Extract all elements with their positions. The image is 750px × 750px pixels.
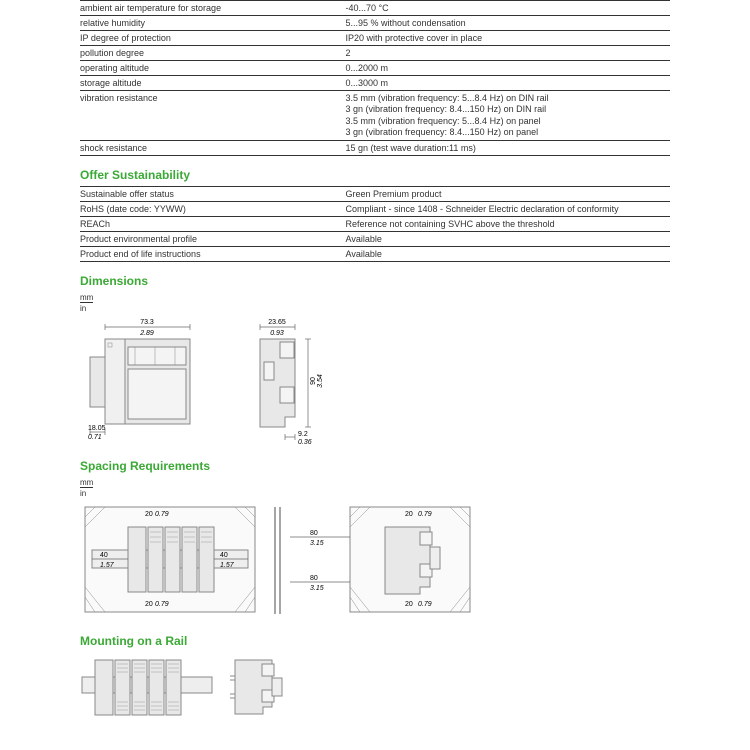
mounting-diagram <box>80 652 670 722</box>
enclosure-front-icon: 40 1.57 40 1.57 20 0.79 20 0.79 <box>85 507 255 612</box>
table-row: ambient air temperature for storage-40..… <box>80 1 670 16</box>
step-mm: 9.2 <box>298 431 308 438</box>
table-row: pollution degree2 <box>80 46 670 61</box>
sp-left-in: 1.57 <box>100 562 115 569</box>
row-label: ambient air temperature for storage <box>80 1 346 16</box>
lat-in1: 3.15 <box>310 540 324 547</box>
table-row: IP degree of protectionIP20 with protect… <box>80 31 670 46</box>
table-row: Product end of life instructionsAvailabl… <box>80 247 670 262</box>
dim-width-in: 2.89 <box>139 330 154 337</box>
lat-in2: 3.15 <box>310 585 324 592</box>
sp-bot-in: 0.79 <box>155 601 169 608</box>
svg-text:20: 20 <box>405 601 413 608</box>
front-view-icon: 73.3 2.89 18.05 0.71 <box>88 319 190 441</box>
side-view-icon: 23.65 0.93 90 3.54 9.2 0.36 <box>260 319 324 446</box>
unit-in2: in <box>80 490 86 498</box>
sp-bot-mm: 20 <box>145 601 153 608</box>
row-value: 0...2000 m <box>346 61 671 76</box>
row-value: 15 gn (test wave duration:11 ms) <box>346 141 671 156</box>
row-label: Product end of life instructions <box>80 247 346 262</box>
table-row: shock resistance15 gn (test wave duratio… <box>80 141 670 156</box>
row-label: RoHS (date code: YYWW) <box>80 202 346 217</box>
table-row: Product environmental profileAvailable <box>80 232 670 247</box>
dimensions-title: Dimensions <box>80 274 670 288</box>
mounting-side-icon <box>230 660 282 714</box>
sp-right-in: 1.57 <box>220 562 235 569</box>
row-value: 2 <box>346 46 671 61</box>
row-value: IP20 with protective cover in place <box>346 31 671 46</box>
row-label: pollution degree <box>80 46 346 61</box>
row-value: 3.5 mm (vibration frequency: 5...8.4 Hz)… <box>346 91 671 141</box>
svg-text:20: 20 <box>405 511 413 518</box>
row-value: Available <box>346 247 671 262</box>
row-value: Available <box>346 232 671 247</box>
row-value: -40...70 °C <box>346 1 671 16</box>
sp-right-mm: 40 <box>220 552 228 559</box>
row-label: Sustainable offer status <box>80 187 346 202</box>
table-row: storage altitude0...3000 m <box>80 76 670 91</box>
svg-text:0.79: 0.79 <box>418 601 432 608</box>
unit-mm2: mm <box>80 479 93 488</box>
lat-mm2: 80 <box>310 575 318 582</box>
mounting-title: Mounting on a Rail <box>80 634 670 648</box>
mounting-front-icon <box>82 660 212 715</box>
sp-top-mm: 20 <box>145 511 153 518</box>
dimensions-diagram: 73.3 2.89 18.05 0.71 <box>80 317 670 447</box>
row-label: relative humidity <box>80 16 346 31</box>
row-value: Reference not containing SVHC above the … <box>346 217 671 232</box>
spacing-diagram: 40 1.57 40 1.57 20 0.79 20 0.79 <box>80 502 670 622</box>
unit-in: in <box>80 305 86 313</box>
row-value: 0...3000 m <box>346 76 671 91</box>
table-row: operating altitude0...2000 m <box>80 61 670 76</box>
side-height-in: 3.54 <box>317 374 324 388</box>
side-width-mm: 23.65 <box>268 319 286 326</box>
table-row: vibration resistance3.5 mm (vibration fr… <box>80 91 670 141</box>
row-label: operating altitude <box>80 61 346 76</box>
dim-width-mm: 73.3 <box>140 319 154 326</box>
dim-depth-in: 0.71 <box>88 434 102 441</box>
row-label: storage altitude <box>80 76 346 91</box>
row-label: IP degree of protection <box>80 31 346 46</box>
row-value: Compliant - since 1408 - Schneider Elect… <box>346 202 671 217</box>
table-row: REAChReference not containing SVHC above… <box>80 217 670 232</box>
unit-mm: mm <box>80 294 93 303</box>
sp-left-mm: 40 <box>100 552 108 559</box>
table-row: Sustainable offer statusGreen Premium pr… <box>80 187 670 202</box>
dim-depth-mm: 18.05 <box>88 425 106 432</box>
table-row: RoHS (date code: YYWW)Compliant - since … <box>80 202 670 217</box>
svg-text:0.79: 0.79 <box>418 511 432 518</box>
lat-mm1: 80 <box>310 530 318 537</box>
row-value: Green Premium product <box>346 187 671 202</box>
sp-top-in: 0.79 <box>155 511 169 518</box>
row-value: 5...95 % without condensation <box>346 16 671 31</box>
environment-table: ambient air temperature for storage-40..… <box>80 0 670 156</box>
row-label: vibration resistance <box>80 91 346 141</box>
row-label: shock resistance <box>80 141 346 156</box>
sustainability-table: Sustainable offer statusGreen Premium pr… <box>80 186 670 262</box>
row-label: REACh <box>80 217 346 232</box>
row-label: Product environmental profile <box>80 232 346 247</box>
spacing-title: Spacing Requirements <box>80 459 670 473</box>
table-row: relative humidity5...95 % without conden… <box>80 16 670 31</box>
step-in: 0.36 <box>298 439 312 446</box>
side-height-mm: 90 <box>310 377 317 385</box>
enclosure-side-icon: 80 3.15 80 3.15 20 0.79 20 0.79 <box>290 507 470 612</box>
sustainability-title: Offer Sustainability <box>80 168 670 182</box>
side-width-in: 0.93 <box>270 330 284 337</box>
